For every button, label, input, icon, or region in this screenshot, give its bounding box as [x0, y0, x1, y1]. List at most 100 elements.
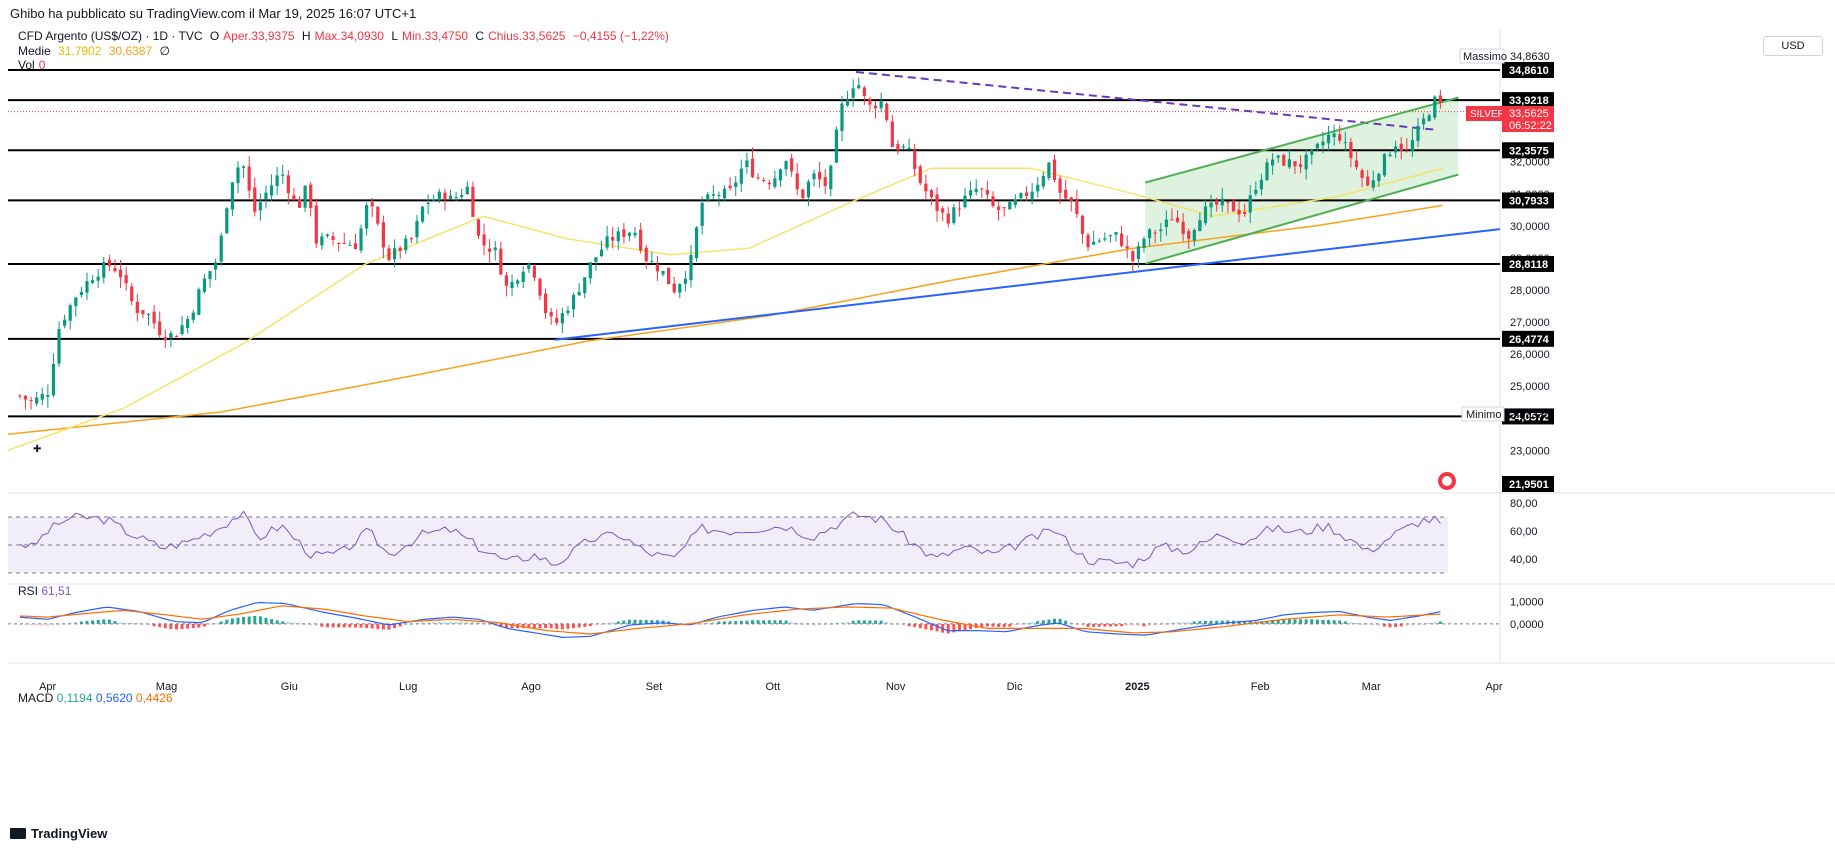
macd-histogram-bar — [544, 623, 548, 629]
ma-fast-value: 31,7902 — [58, 44, 102, 58]
candle-body — [219, 235, 223, 262]
macd-histogram-bar — [275, 620, 279, 624]
macd-histogram-bar — [879, 620, 883, 624]
macd-tick-label: 0,0000 — [1510, 619, 1544, 631]
macd-histogram-bar — [51, 623, 55, 626]
macd-histogram-bar — [723, 621, 727, 624]
candle-body — [924, 183, 928, 192]
macd-histogram-bar — [119, 622, 123, 624]
macd-histogram-bar — [342, 623, 346, 628]
candle-body — [532, 265, 536, 278]
macd-histogram-bar — [225, 619, 229, 624]
macd-histogram-bar — [1299, 619, 1303, 624]
candle-body — [359, 228, 363, 251]
candle-body — [1220, 198, 1224, 206]
ma-legend: Medie 31,7902 30,6387 ∅ — [18, 44, 174, 58]
macd-histogram-bar — [840, 622, 844, 624]
macd-histogram-bar — [398, 623, 402, 627]
volume-label[interactable]: Vol — [18, 58, 35, 72]
ma-label[interactable]: Medie — [18, 44, 51, 58]
macd-histogram-bar — [1293, 619, 1297, 624]
candle-body — [560, 313, 564, 324]
macd-histogram-bar — [583, 623, 587, 627]
candle-body — [655, 264, 660, 272]
candle-body — [784, 161, 788, 170]
candle-body — [1170, 219, 1174, 221]
candle-body — [577, 291, 581, 296]
candle-body — [476, 219, 481, 236]
macd-histogram-bar — [1422, 623, 1426, 625]
candle-body — [706, 194, 710, 201]
macd-histogram-bar — [348, 623, 352, 628]
min-tag — [1461, 406, 1505, 422]
candle-body — [309, 184, 313, 209]
macd-histogram-bar — [460, 621, 464, 624]
macd-histogram-bar — [907, 623, 911, 627]
macd-histogram-bar — [393, 623, 397, 629]
macd-histogram-bar — [1215, 620, 1219, 624]
macd-histogram-bar — [868, 620, 872, 624]
candle-body — [857, 85, 861, 89]
macd-histogram-bar — [739, 620, 743, 624]
candle-body — [1304, 154, 1308, 170]
tradingview-logo[interactable]: TradingView — [10, 826, 107, 841]
macd-histogram-bar — [124, 622, 128, 624]
symbol-name[interactable]: CFD Argento (US$/OZ) · 1D · TVC — [18, 29, 203, 43]
max-label: Massimo — [1463, 51, 1507, 63]
candle-body — [29, 400, 33, 402]
candle-body — [1002, 207, 1006, 209]
candle-body — [225, 208, 229, 234]
high-label: H — [301, 29, 311, 43]
candle-body — [818, 171, 822, 180]
macd-title[interactable]: MACD — [18, 691, 54, 705]
candle-body — [1394, 146, 1398, 153]
crosshair-marker: ✚ — [33, 444, 41, 455]
macd-histogram-bar — [622, 620, 626, 624]
candle-body — [885, 103, 889, 120]
candle-body — [258, 202, 262, 211]
candle-body — [247, 166, 251, 191]
candle-body — [180, 325, 184, 335]
macd-histogram-bar — [655, 620, 659, 624]
candle-body — [543, 293, 548, 314]
macd-histogram-bar — [929, 623, 933, 631]
macd-histogram-bar — [180, 623, 184, 629]
currency-button[interactable]: USD — [1763, 36, 1823, 56]
candle-body — [1159, 229, 1163, 232]
candle-body — [1433, 96, 1437, 118]
macd-histogram-bar — [1304, 619, 1308, 624]
candle-body — [152, 311, 156, 324]
macd-histogram-bar — [1349, 622, 1353, 624]
macd-histogram-bar — [1008, 623, 1012, 627]
macd-histogram-bar — [751, 620, 755, 624]
candle-body — [1120, 233, 1124, 247]
macd-histogram-bar — [745, 620, 749, 624]
candle-body — [717, 195, 721, 197]
macd-histogram-bar — [40, 623, 44, 626]
low-label: L — [391, 29, 399, 43]
time-tick-label: Apr — [39, 681, 56, 693]
candle-body — [1231, 200, 1236, 212]
macd-histogram-bar — [421, 622, 425, 624]
candle-body — [1410, 139, 1415, 152]
price-tick-label: 30,0000 — [1510, 221, 1550, 233]
rsi-title[interactable]: RSI — [18, 584, 39, 598]
macd-histogram-bar — [1181, 622, 1185, 624]
candle-body — [739, 168, 743, 184]
candle-body — [426, 202, 430, 205]
candle-body — [633, 232, 637, 236]
macd-histogram-bar — [270, 619, 274, 624]
price-tick-label: 32,0000 — [1510, 157, 1550, 169]
candle-body — [627, 232, 632, 237]
candle-body — [661, 270, 665, 275]
candle-body — [130, 286, 134, 302]
macd-histogram-bar — [454, 621, 458, 624]
rsi-tick-label: 40,00 — [1510, 554, 1538, 566]
brand-name: TradingView — [31, 826, 108, 841]
candle-body — [90, 280, 95, 283]
candle-body — [488, 248, 492, 252]
candle-body — [1013, 199, 1017, 206]
macd-histogram-bar — [946, 623, 950, 634]
candle-body — [1416, 125, 1420, 141]
